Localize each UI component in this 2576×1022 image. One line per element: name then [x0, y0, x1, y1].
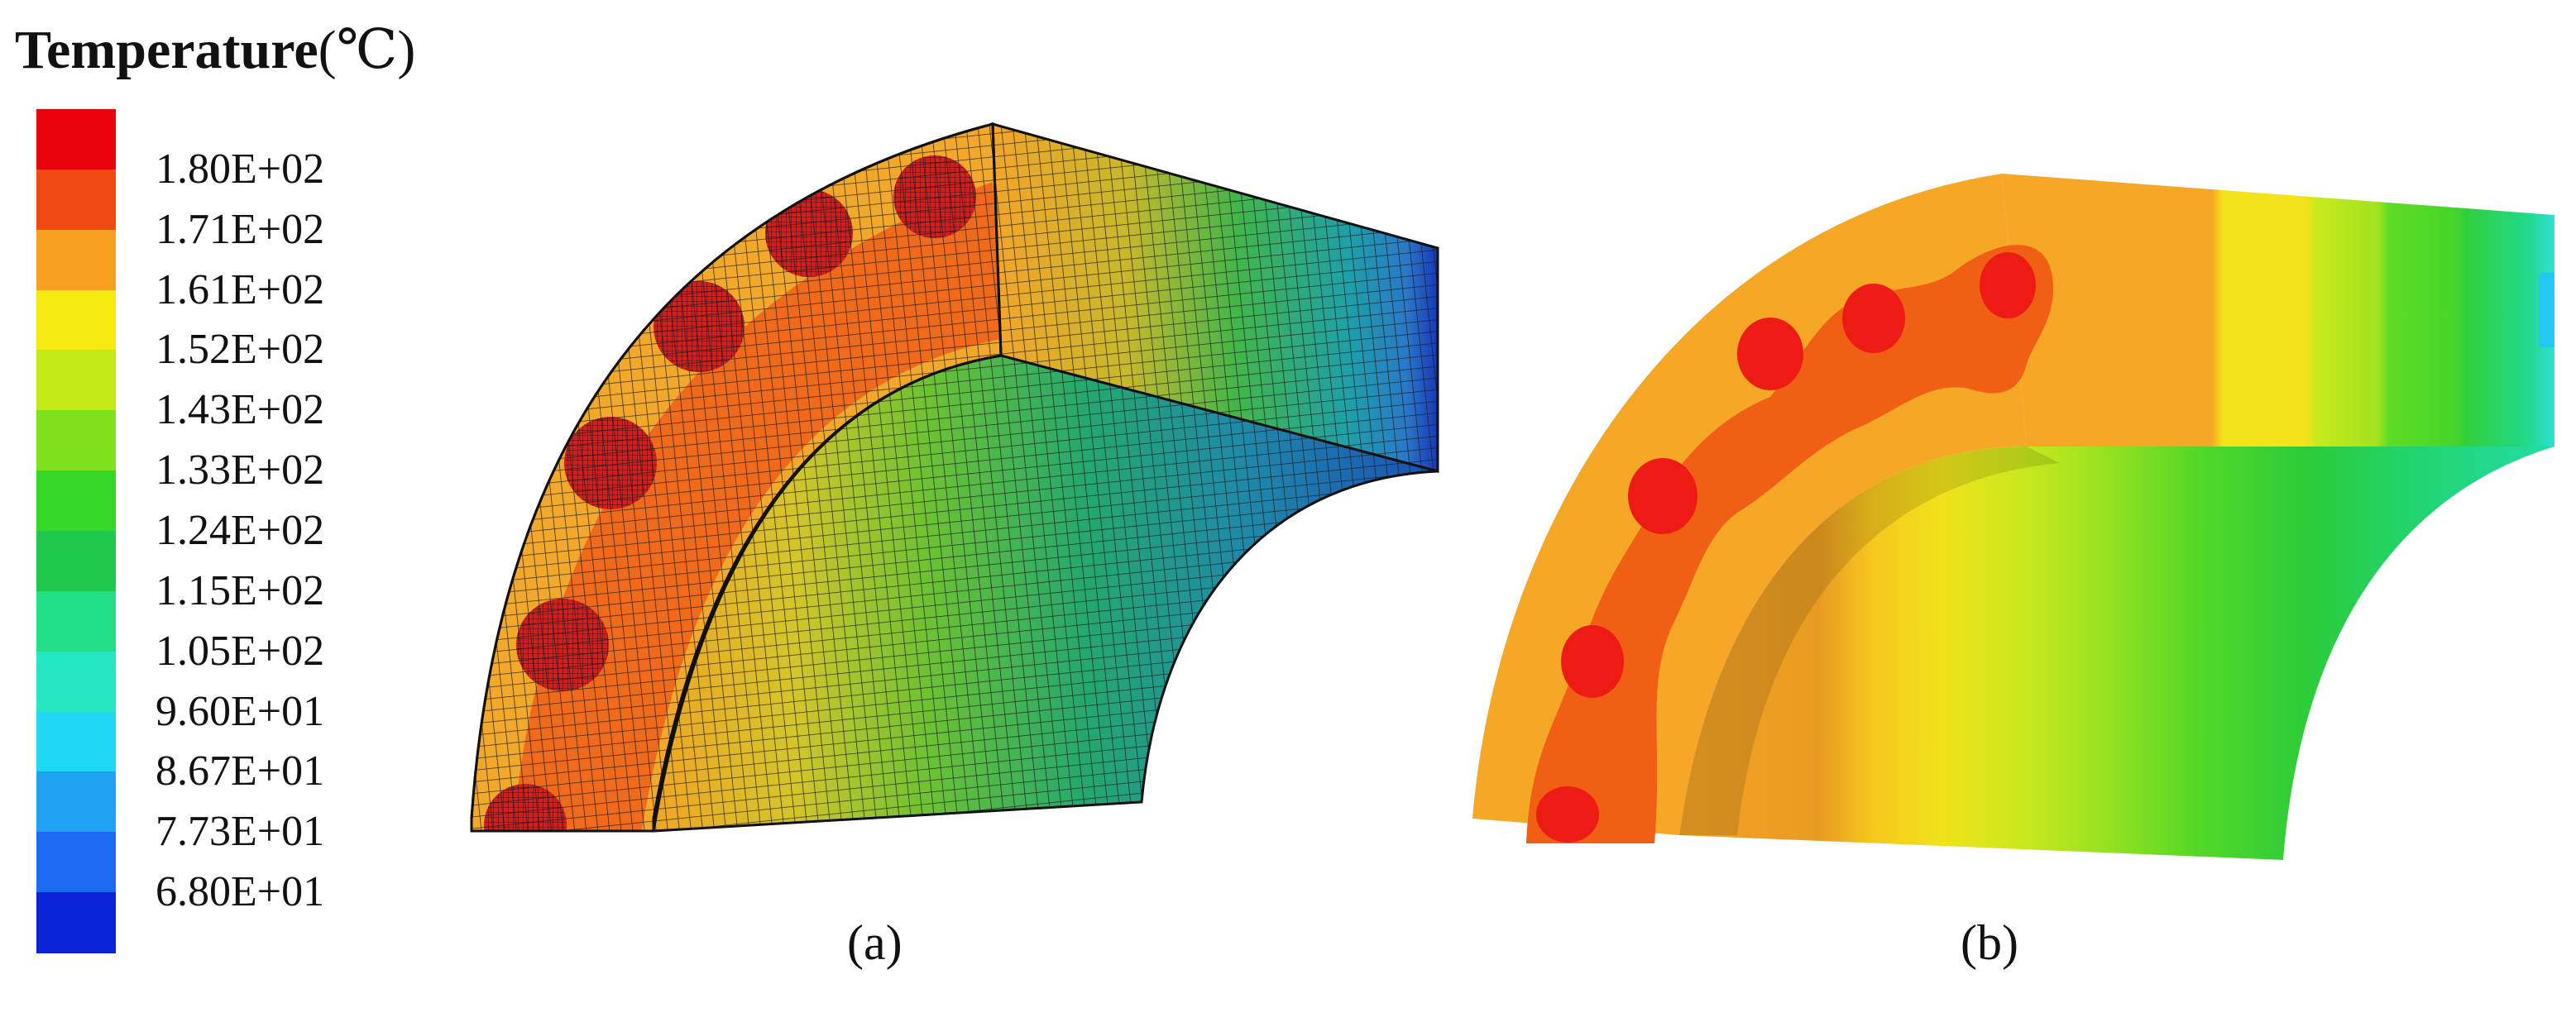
legend-swatch — [36, 771, 116, 833]
legend-tick-label: 1.52E+02 — [156, 326, 325, 374]
panel-b-inner-face — [1679, 447, 2554, 860]
legend-tick-label: 6.80E+01 — [156, 868, 325, 916]
legend-unit: (℃) — [318, 20, 416, 80]
legend-swatch — [36, 651, 116, 713]
legend-title: Temperature(℃) — [15, 23, 415, 78]
legend-tick-label: 1.61E+02 — [156, 265, 325, 313]
panel-b-heated-band — [1526, 245, 2054, 843]
legend-swatch — [36, 410, 116, 472]
legend-swatch — [36, 169, 116, 231]
legend-swatch — [36, 289, 116, 351]
legend-tick-label: 1.43E+02 — [156, 386, 325, 434]
legend-title-text: Temperature — [15, 20, 318, 80]
legend-tick-label: 1.71E+02 — [156, 205, 325, 253]
legend-tick-label: 1.24E+02 — [156, 507, 325, 554]
legend-tick-label: 9.60E+01 — [156, 687, 325, 735]
panel-a-label: (a) — [847, 915, 903, 970]
legend-tick-label: 1.15E+02 — [156, 566, 325, 614]
legend-swatch — [36, 470, 116, 532]
panel-b-label: (b) — [1961, 915, 2018, 970]
legend-tick-label: 1.05E+02 — [156, 627, 325, 675]
legend-swatch — [36, 832, 116, 894]
color-scale-bar — [36, 109, 116, 953]
legend-swatch — [36, 892, 116, 953]
legend-tick-label: 7.73E+01 — [156, 808, 325, 856]
legend-swatch — [36, 229, 116, 291]
panel-b-contour-model — [1472, 174, 2554, 860]
legend-swatch — [36, 711, 116, 773]
legend-tick-label: 1.80E+02 — [156, 145, 325, 193]
legend-swatch — [36, 350, 116, 412]
legend-swatch — [36, 531, 116, 592]
panel-b-top-face — [2002, 174, 2554, 447]
legend-swatch — [36, 109, 116, 170]
legend-swatch — [36, 590, 116, 652]
panel-a-meshed-model — [470, 122, 1439, 833]
legend-tick-label: 8.67E+01 — [156, 747, 325, 795]
legend-tick-label: 1.33E+02 — [156, 447, 325, 494]
